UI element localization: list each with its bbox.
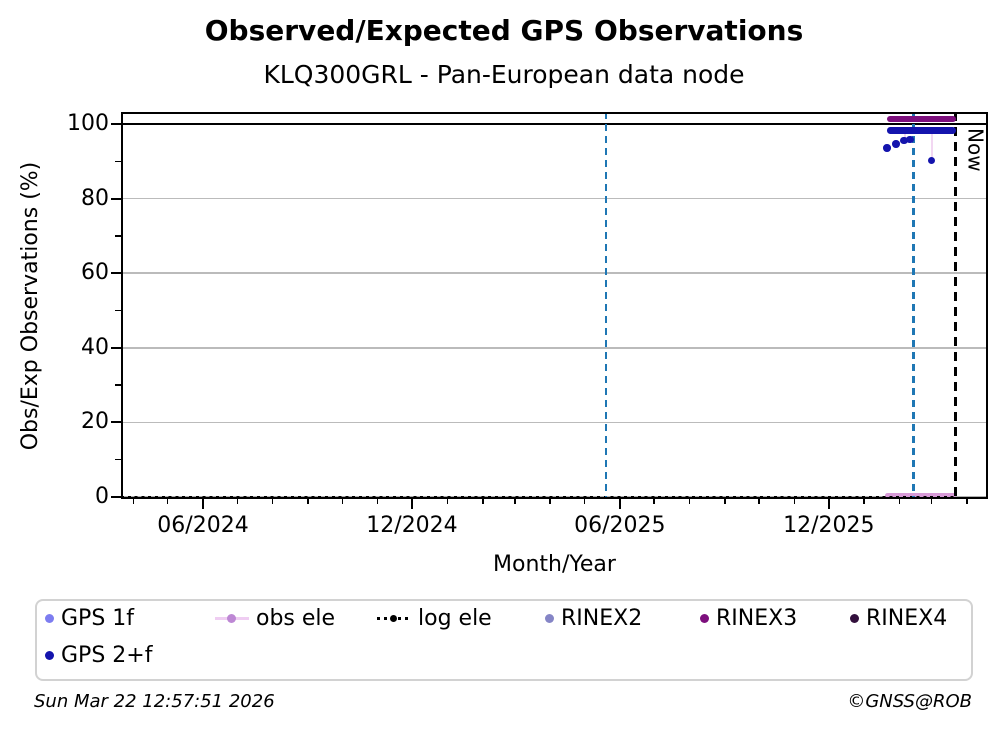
chart-subtitle: KLQ300GRL - Pan-European data node	[263, 60, 745, 89]
x-minor-tick	[966, 499, 968, 504]
x-minor-tick	[341, 499, 344, 504]
gridline	[121, 122, 988, 126]
now-annotation: Now	[963, 128, 988, 172]
legend-item: RINEX4	[850, 605, 947, 631]
x-minor-tick	[653, 499, 655, 504]
x-minor-tick	[549, 499, 551, 504]
data-point	[927, 156, 936, 165]
legend-item: RINEX3	[700, 605, 797, 631]
x-minor-tick	[688, 499, 691, 504]
y-tick	[111, 346, 121, 349]
x-minor-tick	[132, 499, 135, 504]
legend-item-label: GPS 2+f	[61, 642, 153, 668]
x-tick	[202, 499, 204, 509]
y-tick	[111, 197, 121, 200]
x-tick	[618, 499, 621, 509]
data-point	[883, 144, 891, 152]
x-minor-tick	[863, 499, 865, 504]
plot-frame	[121, 112, 988, 499]
y-tick-label: 0	[95, 484, 109, 509]
x-minor-tick	[446, 499, 449, 504]
x-tick	[827, 499, 830, 509]
y-tick-label: 100	[67, 111, 109, 136]
legend-item: log ele	[377, 605, 492, 631]
legend-item-label: RINEX3	[716, 605, 798, 631]
x-minor-tick	[930, 499, 933, 504]
x-minor-tick	[376, 499, 379, 504]
credit: ©GNSS@ROB	[847, 691, 972, 712]
legend-item: GPS 2+f	[45, 642, 152, 668]
legend-marker-dot	[227, 613, 236, 623]
timestamp: Sun Mar 22 12:57:51 2026	[34, 691, 275, 712]
y-tick-label: 20	[81, 409, 109, 435]
x-tick-label: 06/2025	[574, 513, 666, 538]
event-vline	[912, 112, 915, 499]
gridline	[121, 421, 988, 424]
legend-marker-line-dot	[215, 613, 249, 623]
event-vline	[604, 112, 608, 499]
legend-marker-dot	[45, 613, 54, 623]
x-minor-tick	[758, 499, 760, 504]
gridline	[121, 347, 988, 349]
y-tick-label: 40	[81, 334, 109, 360]
legend-item: GPS 1f	[45, 605, 134, 631]
data-point	[900, 136, 908, 145]
legend-marker-dot	[700, 613, 709, 623]
x-minor-tick	[793, 499, 796, 504]
legend-item-label: GPS 1f	[61, 605, 135, 631]
drop-line	[930, 130, 933, 161]
y-tick	[111, 123, 121, 125]
legend-marker-dot	[850, 613, 859, 623]
data-point	[892, 140, 900, 148]
y-minor-tick	[115, 309, 121, 312]
plot-area: 100 80 60 40 20 0 06/2024 12/2024 06/2025 12/2025…	[67, 111, 988, 538]
y-minor-tick	[115, 235, 121, 237]
y-minor-tick	[115, 160, 121, 163]
x-minor-tick	[166, 499, 169, 504]
legend-item-label: obs ele	[256, 605, 336, 631]
chart-title: Observed/Expected GPS Observations	[204, 14, 804, 47]
y-axis-label: Obs/Exp Observations (%)	[18, 161, 43, 451]
x-minor-tick	[307, 499, 309, 504]
now-line	[954, 112, 957, 499]
y-tick-label: 60	[81, 260, 109, 286]
legend-item-label: log ele	[418, 605, 492, 631]
log-ele-dotted-line	[121, 495, 956, 499]
x-tick	[410, 499, 413, 509]
x-axis-label: Month/Year	[493, 552, 616, 577]
y-minor-tick	[115, 384, 121, 386]
y-tick	[111, 272, 121, 275]
x-minor-tick	[724, 499, 726, 504]
legend-item: RINEX2	[545, 605, 642, 631]
legend-item-label: RINEX2	[561, 605, 643, 631]
legend-marker-dot	[45, 650, 54, 660]
drop-line	[904, 130, 907, 141]
legend-item: obs ele	[215, 605, 335, 631]
rinex3-band	[887, 115, 956, 123]
x-tick-label: 12/2024	[366, 513, 458, 538]
x-tick-label: 06/2024	[157, 513, 249, 538]
x-minor-tick	[514, 499, 516, 504]
legend: GPS 1f obs ele log ele RINEX2 RINEX3 RINEX4 GP…	[35, 599, 973, 681]
legend-item-label: RINEX4	[866, 605, 948, 631]
x-tick-label: 12/2025	[783, 513, 875, 538]
gps-2-f-band	[887, 127, 956, 134]
legend-marker-dot	[545, 613, 554, 623]
x-minor-tick	[583, 499, 586, 504]
gridline	[121, 197, 988, 200]
x-minor-tick	[482, 499, 484, 504]
data-point	[906, 135, 914, 144]
y-minor-tick	[115, 458, 121, 461]
y-tick	[111, 421, 121, 424]
legend-marker-dotted-line	[377, 614, 411, 623]
y-tick-label: 80	[81, 185, 109, 211]
legend-marker-dot	[390, 614, 397, 622]
x-minor-tick	[236, 499, 238, 504]
gridline	[121, 272, 988, 274]
x-minor-tick	[271, 499, 274, 504]
x-minor-tick	[898, 499, 901, 504]
y-tick	[111, 496, 121, 498]
